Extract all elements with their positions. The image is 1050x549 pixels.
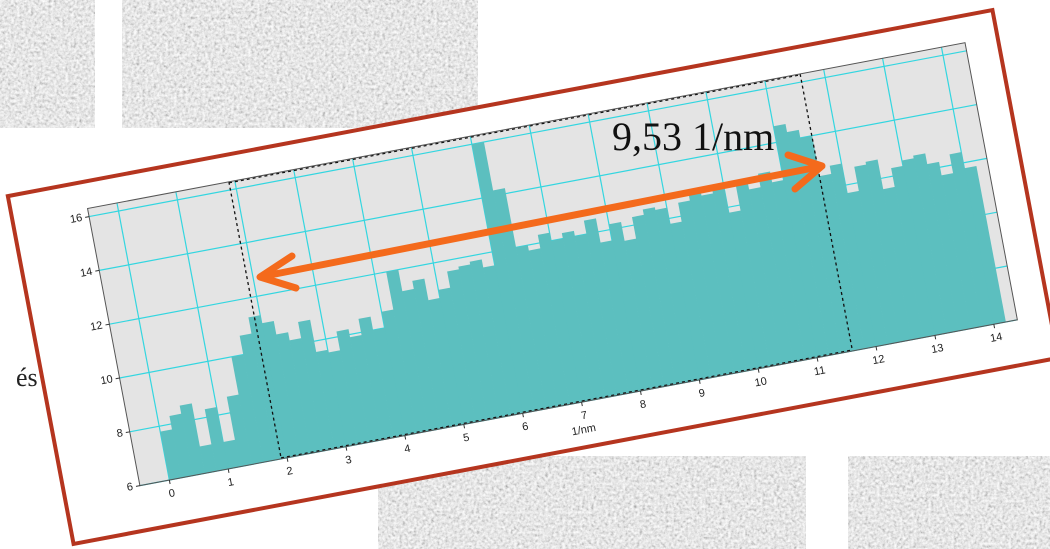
- y-tick-label: 16: [69, 212, 83, 226]
- x-tick-label: 11: [813, 364, 826, 378]
- y-tick-label: 14: [79, 266, 93, 280]
- slide: és 0123456789101112131468101214161/nm 9,…: [0, 0, 1050, 549]
- x-tick-label: 14: [989, 331, 1003, 345]
- annotation: 9,53 1/nm: [612, 114, 774, 159]
- x-tick-label: 10: [754, 375, 768, 389]
- y-tick-label: 10: [100, 373, 114, 387]
- y-tick-label: 12: [89, 320, 103, 334]
- x-tick-label: 12: [871, 353, 885, 367]
- micrograph: [122, 0, 478, 128]
- micrograph: [848, 456, 1050, 549]
- micrograph: [0, 0, 95, 128]
- x-tick-label: 13: [930, 342, 944, 356]
- page: {"side_text": "és", "chart_data": { "typ…: [0, 0, 1050, 549]
- side-text: és: [16, 363, 38, 392]
